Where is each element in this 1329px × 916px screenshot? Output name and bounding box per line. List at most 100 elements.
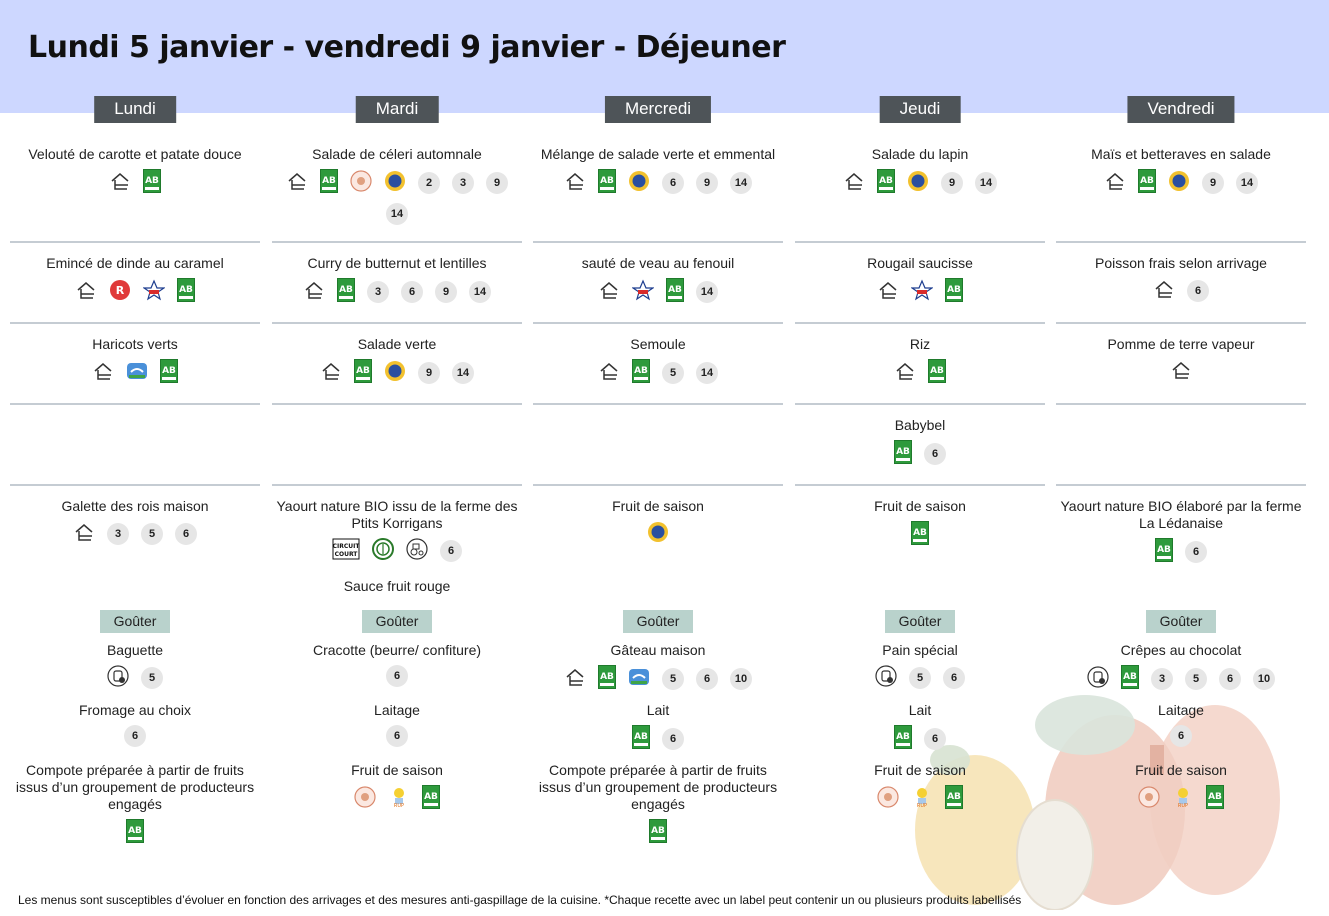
ab-bio-icon: AB	[354, 359, 372, 387]
day-header: Lundi	[94, 96, 176, 123]
ab-bio-icon: AB	[320, 169, 338, 197]
vergers-ecoresponsables-icon	[350, 170, 372, 196]
vergers-ecoresponsables-icon	[354, 786, 376, 812]
svg-text:AB: AB	[879, 176, 893, 186]
dairy-labels: AB 6	[795, 440, 1045, 468]
gouter-item-dish-name: Laitage	[374, 702, 420, 718]
house-icon	[894, 360, 916, 386]
row-divider	[272, 403, 522, 405]
gouter-item-labels: AB 6	[795, 725, 1045, 753]
house-icon	[75, 279, 97, 305]
main-labels: AB 14	[533, 278, 783, 306]
ab-bio-icon: AB	[666, 278, 684, 306]
ab-bio-icon: AB	[894, 440, 912, 468]
starter-dish: Velouté de carotte et patate douce AB	[10, 146, 260, 197]
local-bakery-icon	[107, 665, 129, 691]
allergen-badge: 6	[386, 725, 408, 747]
gouter-item-labels: 6	[1056, 725, 1306, 747]
svg-text:AB: AB	[1157, 545, 1171, 555]
ab-bio-icon: AB	[1138, 169, 1156, 197]
allergen-badge: 6	[943, 667, 965, 689]
row-divider	[795, 322, 1045, 324]
main-dish: Poisson frais selon arrivage 6	[1056, 255, 1306, 304]
allergen-badge: 5	[662, 362, 684, 384]
dessert-dish: Yaourt nature BIO élaboré par la ferme L…	[1056, 498, 1306, 566]
vergers-ecoresponsables-icon	[1138, 786, 1160, 812]
igp-icon	[907, 170, 929, 196]
ab-bio-icon: AB	[598, 665, 616, 693]
ab-bio-icon: AB	[894, 725, 912, 753]
allergen-badge: 5	[662, 668, 684, 690]
day-header: Jeudi	[879, 96, 961, 123]
footer-note: Les menus sont susceptibles d’évoluer en…	[18, 893, 1022, 907]
starter-dish: Maïs et betteraves en salade AB 9 14	[1056, 146, 1306, 197]
gouter-item-dish-name: Fruit de saison	[874, 762, 966, 778]
side-labels: AB	[795, 359, 1045, 387]
house-icon	[320, 360, 342, 386]
starter-dish: Salade du lapin AB 9 14	[795, 146, 1045, 197]
side-labels: AB	[10, 359, 260, 387]
day-header: Mardi	[355, 96, 439, 123]
allergen-badge: 14	[386, 203, 408, 225]
svg-text:AB: AB	[424, 792, 438, 802]
svg-text:AB: AB	[339, 285, 353, 295]
house-icon	[598, 279, 620, 305]
igp-icon	[628, 170, 650, 196]
igp-icon	[1168, 170, 1190, 196]
header-banner: Lundi 5 janvier - vendredi 9 janvier - D…	[0, 0, 1329, 113]
house-icon	[843, 170, 865, 196]
svg-text:AB: AB	[634, 732, 648, 742]
dessert-dish: Fruit de saison AB	[795, 498, 1045, 549]
main-dish: Emincé de dinde au caramel R AB	[10, 255, 260, 306]
allergen-badge: 5	[141, 667, 163, 689]
side-dish: Salade verte AB 9 14	[272, 336, 522, 387]
allergen-badge: 10	[1253, 668, 1275, 690]
allergen-badge: 2	[418, 172, 440, 194]
svg-text:AB: AB	[947, 792, 961, 802]
gouter-item-labels: AB 6	[533, 725, 783, 753]
house-icon	[109, 170, 131, 196]
igp-icon	[384, 170, 406, 196]
allergen-badge: 9	[941, 172, 963, 194]
side-dish: Pomme de terre vapeur	[1056, 336, 1306, 385]
igp-icon	[384, 360, 406, 386]
local-bakery-icon	[875, 665, 897, 691]
gouter-section: Goûter	[795, 610, 1045, 633]
gouter-item-dish: Compote préparée à partir de fruits issu…	[10, 762, 260, 847]
allergen-badge: 6	[124, 725, 146, 747]
svg-text:AB: AB	[947, 285, 961, 295]
gouter-item-dish: Lait AB 6	[533, 702, 783, 753]
row-divider	[1056, 403, 1306, 405]
day-column-mardi: Mardi Salade de céleri automnale AB 2 3 9 14 Cu…	[272, 96, 522, 856]
row-divider	[1056, 484, 1306, 486]
local-bakery-icon	[1087, 666, 1109, 692]
starter-labels: AB	[10, 169, 260, 197]
gouter-item-labels: AB	[10, 819, 260, 847]
main-dish-name: Rougail saucisse	[867, 255, 973, 271]
svg-text:AB: AB	[179, 285, 193, 295]
ab-bio-icon: AB	[1155, 538, 1173, 566]
allergen-badge: 5	[909, 667, 931, 689]
house-icon	[1153, 278, 1175, 304]
farm-tractor-icon	[406, 538, 428, 564]
allergen-badge: 6	[662, 172, 684, 194]
row-divider	[10, 241, 260, 243]
gouter-item-labels: AB 5 6 10	[533, 665, 783, 693]
house-icon	[92, 360, 114, 386]
gouter-item-dish-name: Compote préparée à partir de fruits issu…	[15, 762, 255, 812]
dessert-dish-name: Yaourt nature BIO élaboré par la ferme L…	[1060, 498, 1302, 531]
svg-text:AB: AB	[1123, 672, 1137, 682]
volaille-francaise-icon	[142, 279, 166, 305]
allergen-badge: 6	[175, 523, 197, 545]
starter-labels: AB 9 14	[1056, 169, 1306, 197]
main-dish: sauté de veau au fenouil AB 14	[533, 255, 783, 306]
side-dish-name: Haricots verts	[92, 336, 178, 352]
svg-text:AB: AB	[356, 366, 370, 376]
gouter-label: Goûter	[1145, 610, 1217, 633]
dessert-dish-name: Galette des rois maison	[61, 498, 209, 514]
row-divider	[795, 403, 1045, 405]
svg-text:R: R	[116, 284, 125, 297]
gouter-item-dish-name: Pain spécial	[882, 642, 958, 658]
side-labels: AB 9 14	[272, 359, 522, 387]
